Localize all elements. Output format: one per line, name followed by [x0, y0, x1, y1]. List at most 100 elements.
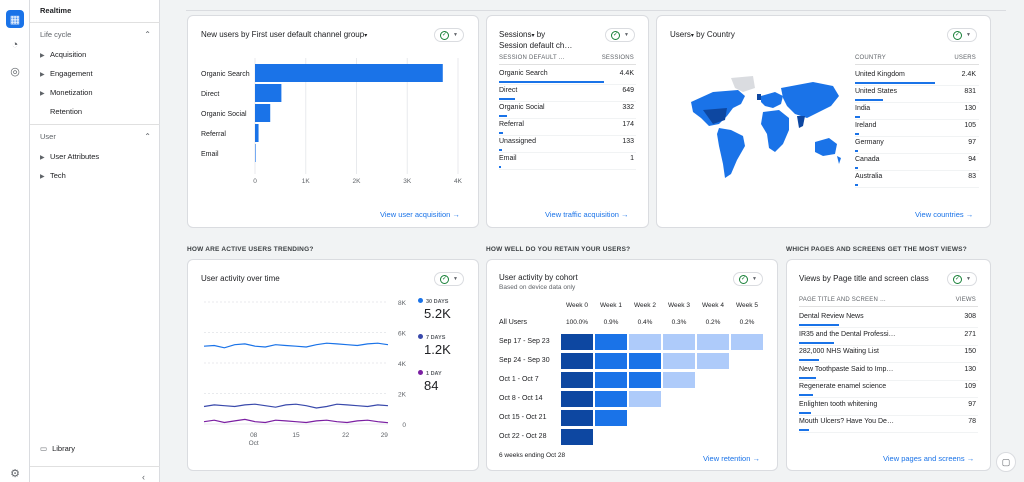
section-lifecycle[interactable]: Life cycle: [40, 30, 72, 39]
view-countries-link[interactable]: View countries →: [915, 210, 973, 219]
cohort-cell[interactable]: [662, 352, 696, 370]
cohort-cell[interactable]: [560, 352, 594, 370]
dropdown-icon[interactable]: ▾: [531, 33, 535, 39]
legend-label[interactable]: 7 DAYS: [418, 334, 445, 341]
section-user[interactable]: User: [40, 132, 56, 141]
table-row-value: 105: [964, 122, 976, 129]
divider: [799, 397, 978, 398]
compare-button[interactable]: ✓ ▼: [434, 28, 464, 42]
table-row-label[interactable]: Referral: [499, 121, 524, 128]
explore-icon[interactable]: ◔: [11, 39, 19, 51]
table-row-label[interactable]: Organic Social: [499, 104, 545, 111]
cohort-cell[interactable]: [560, 390, 594, 408]
sidebar-item-tech[interactable]: ▶ Tech: [40, 171, 66, 180]
sidebar-item-monetization[interactable]: ▶ Monetization: [40, 88, 93, 97]
column-header[interactable]: SESSIONS: [601, 55, 634, 61]
column-header[interactable]: SESSION DEFAULT …: [499, 55, 565, 61]
card-title: New users by First user default channel …: [201, 30, 367, 39]
table-row-label[interactable]: Dental Review News: [799, 313, 864, 320]
view-pages-and-screens-link[interactable]: View pages and screens →: [883, 454, 974, 463]
settings-icon[interactable]: ⚙: [10, 467, 20, 480]
compare-button[interactable]: ✓ ▼: [947, 272, 977, 286]
compare-button[interactable]: ✓ ▼: [947, 28, 977, 42]
week-header: Week 3: [668, 302, 690, 309]
cohort-cell[interactable]: [560, 333, 594, 351]
view-user-acquisition-link[interactable]: View user acquisition →: [380, 210, 460, 219]
table-row-label[interactable]: United Kingdom: [855, 71, 905, 78]
cohort-cell[interactable]: [662, 333, 696, 351]
table-row-label[interactable]: Organic Search: [499, 70, 548, 77]
x-tick-label: 0: [253, 178, 257, 185]
table-row-label[interactable]: Regenerate enamel science: [799, 383, 887, 390]
cohort-cell[interactable]: [594, 352, 628, 370]
cohort-cell[interactable]: [628, 352, 662, 370]
table-row-label[interactable]: Australia: [855, 173, 883, 180]
cohort-cell[interactable]: [560, 371, 594, 389]
table-row-label[interactable]: India: [855, 105, 871, 112]
sidebar-item-user-attributes[interactable]: ▶ User Attributes: [40, 152, 99, 161]
table-row-label[interactable]: Canada: [855, 156, 880, 163]
series-line-1-day[interactable]: [203, 418, 389, 424]
chevron-up-icon[interactable]: ⌃: [144, 30, 151, 39]
table-row-value: 174: [622, 121, 634, 128]
cohort-cell[interactable]: [594, 409, 628, 427]
table-row-label[interactable]: 282,000 NHS Waiting List: [799, 348, 879, 355]
compare-button[interactable]: ✓ ▼: [434, 272, 464, 286]
cohort-cell[interactable]: [594, 390, 628, 408]
bar-direct[interactable]: [255, 84, 282, 102]
reports-icon[interactable]: ▦: [6, 10, 24, 28]
cohort-cell[interactable]: [560, 428, 594, 446]
cohort-cell[interactable]: [696, 333, 730, 351]
cohort-cell[interactable]: [628, 390, 662, 408]
bar-organic-search[interactable]: [255, 64, 443, 82]
bar-email[interactable]: [255, 144, 256, 162]
feedback-icon[interactable]: ▢: [996, 452, 1016, 472]
table-row-label[interactable]: Enlighten tooth whitening: [799, 400, 878, 408]
dropdown-icon[interactable]: ▾: [690, 33, 694, 39]
sidebar-item-acquisition[interactable]: ▶ Acquisition: [40, 50, 86, 59]
dropdown-icon[interactable]: ▾: [364, 33, 368, 39]
advertising-icon[interactable]: ◎: [10, 65, 20, 78]
divider: [499, 101, 636, 102]
cohort-cell[interactable]: [560, 409, 594, 427]
table-row-label[interactable]: IR35 and the Dental Professi…: [799, 330, 896, 338]
column-header[interactable]: VIEWS: [955, 297, 976, 303]
cohort-cell[interactable]: [730, 333, 764, 351]
view-retention-link[interactable]: View retention →: [703, 454, 760, 463]
cohort-cell[interactable]: [696, 352, 730, 370]
view-traffic-acquisition-link[interactable]: View traffic acquisition →: [545, 210, 629, 219]
sidebar-item-engagement[interactable]: ▶ Engagement: [40, 69, 93, 78]
cohort-cell[interactable]: [594, 333, 628, 351]
series-line-30-days[interactable]: [203, 342, 389, 349]
compare-button[interactable]: ✓ ▼: [733, 272, 763, 286]
sidebar-item-library[interactable]: ▭ Library: [40, 444, 75, 453]
chevron-down-icon: ▼: [624, 32, 629, 38]
chevron-up-icon[interactable]: ⌃: [144, 132, 151, 141]
share-bar: [499, 149, 503, 151]
table-row-label[interactable]: Germany: [855, 139, 884, 146]
table-row-label[interactable]: Direct: [499, 87, 518, 94]
table-row-label[interactable]: Mouth Ulcers? Have You De…: [799, 418, 894, 425]
cohort-cell[interactable]: [662, 371, 696, 389]
x-tick-label: 29: [381, 432, 389, 439]
table-row-label[interactable]: Email: [499, 155, 517, 162]
cohort-cell[interactable]: [628, 371, 662, 389]
collapse-icon[interactable]: ‹: [142, 472, 145, 482]
bar-organic-social[interactable]: [255, 104, 271, 122]
column-header[interactable]: PAGE TITLE AND SCREEN …: [799, 297, 887, 303]
table-row-label[interactable]: New Toothpaste Said to Imp…: [799, 365, 894, 373]
legend-label[interactable]: 30 DAYS: [418, 298, 448, 305]
table-row-label[interactable]: United States: [855, 88, 898, 95]
column-header[interactable]: USERS: [954, 55, 976, 61]
cohort-cell[interactable]: [628, 333, 662, 351]
table-row-label[interactable]: Unassigned: [499, 138, 536, 145]
compare-button[interactable]: ✓ ▼: [605, 28, 635, 42]
sidebar-item-retention[interactable]: Retention: [50, 107, 83, 116]
column-header[interactable]: COUNTRY: [855, 55, 886, 61]
series-line-7-days[interactable]: [203, 403, 389, 409]
bar-referral[interactable]: [255, 124, 259, 142]
table-row-label[interactable]: Ireland: [855, 122, 877, 129]
legend-label[interactable]: 1 DAY: [418, 370, 442, 377]
cohort-cell[interactable]: [594, 371, 628, 389]
sidebar-item-realtime[interactable]: Realtime: [40, 6, 72, 15]
